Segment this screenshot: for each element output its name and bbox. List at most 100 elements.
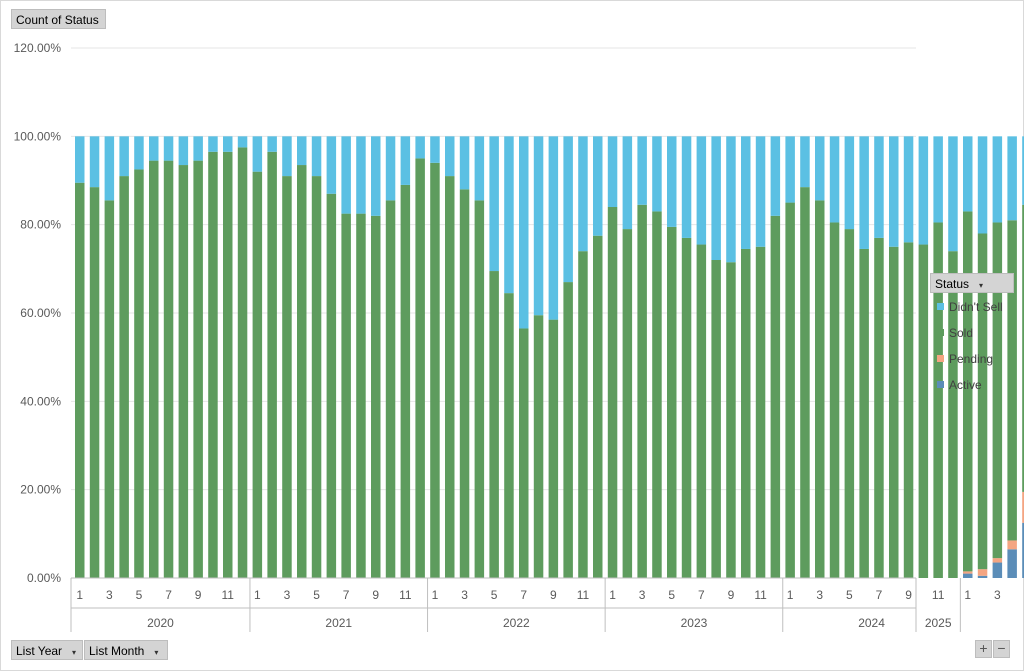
- bar-segment-didn-t-sell: [918, 136, 929, 245]
- bar-segment-sold: [119, 176, 129, 579]
- bar-segment-sold: [326, 193, 337, 578]
- x-year-label: 2024: [858, 616, 885, 630]
- bar-segment-sold: [533, 315, 544, 578]
- x-month-tick-label: 7: [698, 588, 705, 602]
- x-month-tick-label: 5: [846, 588, 853, 602]
- x-month-tick-label: 3: [106, 588, 113, 602]
- legend-label: Sold: [949, 326, 974, 340]
- bar-segment-didn-t-sell: [445, 136, 455, 177]
- bar-segment-didn-t-sell: [977, 136, 988, 234]
- bar-segment-sold: [563, 282, 573, 578]
- bar-segment-didn-t-sell: [563, 136, 573, 283]
- bar-segment-didn-t-sell: [459, 136, 470, 190]
- x-month-tick-label: 1: [432, 588, 439, 602]
- bar-segment-sold: [1022, 204, 1024, 492]
- bar-segment-didn-t-sell: [667, 136, 677, 227]
- bar-segment-sold: [430, 162, 440, 579]
- bar-segment-didn-t-sell: [178, 136, 189, 166]
- bar-segment-sold: [829, 222, 840, 579]
- dropdown-arrow-icon[interactable]: ▾: [72, 648, 77, 657]
- y-tick-label: 100.00%: [14, 129, 62, 143]
- bar-segment-sold: [963, 211, 973, 572]
- bar-segment-didn-t-sell: [874, 136, 884, 238]
- bar-segment-didn-t-sell: [889, 136, 899, 247]
- x-month-tick-label: 5: [491, 588, 498, 602]
- bar-segment-sold: [385, 200, 396, 578]
- bar-segment-sold: [874, 237, 884, 578]
- dropdown-arrow-icon[interactable]: ▾: [979, 281, 984, 290]
- x-month-tick-label: 9: [195, 588, 202, 602]
- bar-segment-didn-t-sell: [815, 136, 825, 201]
- bar-segment-didn-t-sell: [696, 136, 707, 245]
- x-month-tick-label: 3: [816, 588, 823, 602]
- bar-segment-didn-t-sell: [1022, 136, 1024, 205]
- bar-segment-didn-t-sell: [992, 136, 1003, 223]
- bar-segment-sold: [918, 244, 929, 578]
- bar-segment-didn-t-sell: [963, 136, 973, 212]
- bar-segment-sold: [992, 222, 1003, 559]
- bar-segment-didn-t-sell: [237, 136, 248, 148]
- bar-segment-didn-t-sell: [415, 136, 425, 159]
- bar-segment-didn-t-sell: [385, 136, 396, 201]
- bar-segment-sold: [681, 237, 692, 578]
- bar-segment-didn-t-sell: [681, 136, 692, 238]
- y-tick-label: 40.00%: [20, 394, 61, 408]
- bar-segment-sold: [415, 158, 425, 578]
- bar-segment-sold: [75, 182, 85, 579]
- x-month-tick-label: 1: [787, 588, 794, 602]
- bar-segment-sold: [741, 248, 751, 579]
- bar-segment-pending: [963, 571, 973, 574]
- y-tick-label: 20.00%: [20, 483, 61, 497]
- bar-segment-sold: [474, 200, 485, 578]
- bar-segment-sold: [815, 200, 825, 578]
- row-field-label-month: List Month: [89, 644, 145, 658]
- legend-swatch: [937, 329, 944, 337]
- bar-segment-didn-t-sell: [504, 136, 514, 294]
- bar-segment-sold: [652, 211, 662, 578]
- bar-segment-sold: [977, 233, 988, 570]
- plus-icon[interactable]: +: [975, 640, 992, 658]
- bar-segment-sold: [519, 328, 529, 578]
- bar-segment-sold: [696, 244, 707, 578]
- bar-segment-sold: [341, 213, 351, 578]
- x-month-tick-label: 3: [461, 588, 468, 602]
- row-field-button-month[interactable]: List Month ▾: [84, 640, 168, 660]
- bar-segment-didn-t-sell: [948, 136, 958, 252]
- x-month-tick-label: 1: [964, 588, 971, 602]
- legend-label: Pending: [949, 352, 994, 366]
- bar-segment-didn-t-sell: [933, 136, 943, 223]
- value-field-button[interactable]: Count of Status: [11, 9, 106, 29]
- bar-segment-didn-t-sell: [829, 136, 840, 223]
- bar-segment-active: [992, 562, 1003, 578]
- x-month-tick-label: 7: [520, 588, 527, 602]
- legend-field-button[interactable]: Status ▾: [930, 273, 1014, 293]
- dropdown-arrow-icon[interactable]: ▾: [154, 648, 159, 657]
- x-month-tick-label: 3: [639, 588, 646, 602]
- bar-segment-didn-t-sell: [1007, 136, 1017, 221]
- bar-segment-sold: [726, 262, 736, 578]
- bar-segment-didn-t-sell: [755, 136, 766, 247]
- bar-segment-didn-t-sell: [711, 136, 721, 260]
- x-month-tick-label: 1: [609, 588, 616, 602]
- legend-item: Didn't Sell: [937, 300, 1003, 314]
- bar-segment-didn-t-sell: [134, 136, 144, 170]
- x-month-tick-label: 5: [313, 588, 320, 602]
- row-field-button-year[interactable]: List Year ▾: [11, 640, 83, 660]
- bar-segment-didn-t-sell: [267, 136, 277, 152]
- bar-segment-didn-t-sell: [326, 136, 337, 194]
- bar-segment-sold: [755, 246, 766, 578]
- bar-segment-didn-t-sell: [726, 136, 736, 263]
- minus-icon[interactable]: −: [993, 640, 1010, 658]
- bar-segment-sold: [282, 176, 292, 579]
- bar-segment-sold: [785, 202, 795, 579]
- bar-segment-pending: [1022, 491, 1024, 523]
- bar-segment-didn-t-sell: [474, 136, 485, 201]
- y-tick-label: 0.00%: [27, 571, 61, 585]
- bar-segment-didn-t-sell: [859, 136, 869, 249]
- bar-segment-active: [977, 575, 988, 578]
- bar-segment-pending: [1007, 540, 1017, 550]
- bar-segment-didn-t-sell: [311, 136, 322, 177]
- x-month-tick-label: 3: [284, 588, 291, 602]
- bar-segment-sold: [223, 151, 233, 578]
- bar-segment-sold: [311, 176, 322, 579]
